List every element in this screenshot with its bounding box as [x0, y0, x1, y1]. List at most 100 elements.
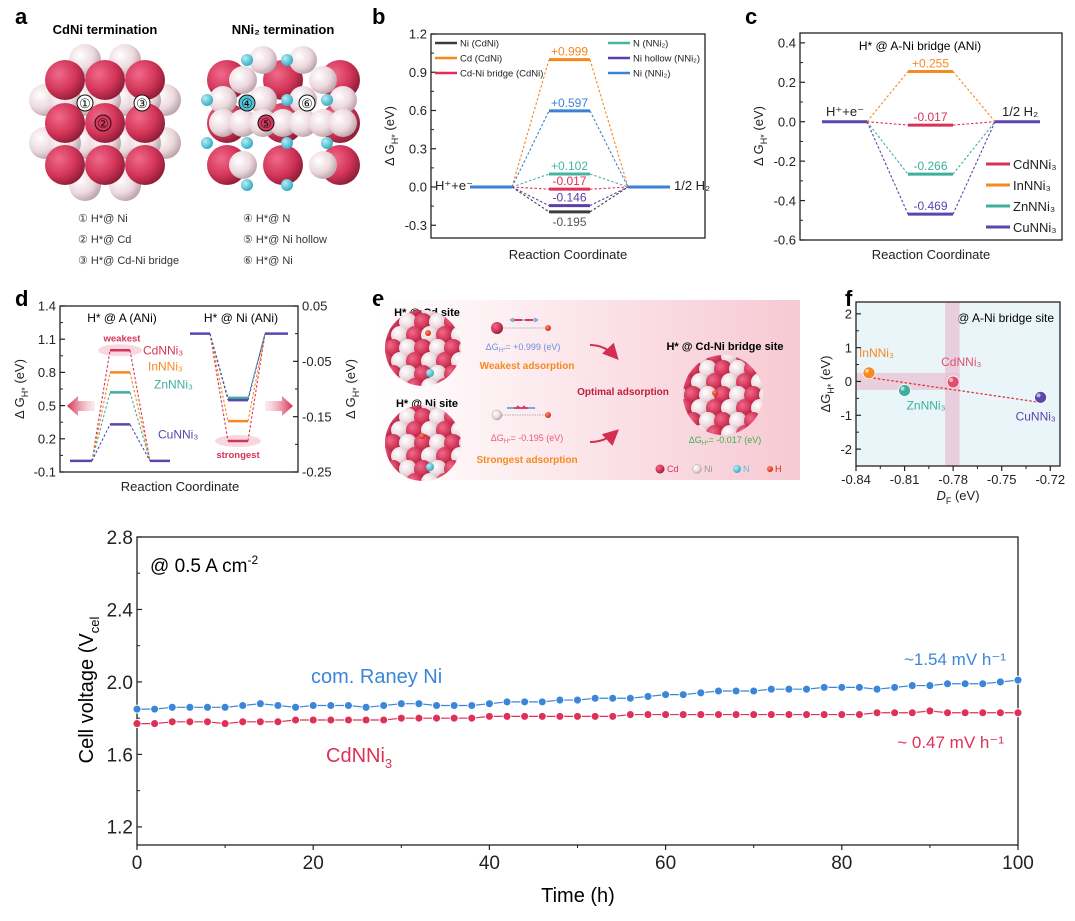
cd-atom — [125, 103, 165, 143]
n-atom — [426, 463, 434, 471]
panel-f-xtick-label: -0.72 — [1035, 472, 1065, 487]
ni-atom — [249, 86, 277, 114]
panel-c-chart: H* @ A-Ni bridge (ANi) Δ GH* (eV) Reacti… — [751, 32, 1063, 262]
panel-d-right-ytick-label: -0.25 — [302, 465, 332, 480]
optimal-adsorption-label: Optimal adsorption — [577, 387, 669, 398]
panel-f-annotation: @ A-Ni bridge site — [957, 311, 1054, 325]
legend-cd-label: Cd — [667, 464, 679, 474]
site-marker-3: ③ — [136, 96, 148, 111]
panel-d-a-connector-cunni — [91, 424, 111, 462]
cd-atom — [125, 60, 165, 100]
panel-f-chart: @ A-Ni bridge site ΔGH* (eV) DF (eV) -2 -… — [818, 301, 1065, 506]
stability-point-com-raney-ni — [255, 699, 265, 709]
panel-b-connector-n-nni — [589, 173, 629, 188]
nni2-lattice-image: ④⑤ ⑥ — [201, 46, 360, 191]
stability-line-com-raney-ni — [137, 679, 1019, 710]
panel-f-ytick-label: 0 — [845, 374, 852, 389]
cd-atom — [85, 145, 125, 185]
panel-f-horizontal-band — [856, 373, 960, 390]
panel-b-connector-cd-ni-bridge-cdni — [511, 186, 550, 190]
panel-b-legend-label-ni-cdni: Ni (CdNi) — [460, 39, 499, 50]
stability-point-com-raney-ni — [326, 701, 336, 710]
ni-atom — [309, 66, 337, 94]
stability-point-com-raney-ni — [890, 682, 900, 692]
stability-point-cdnni — [608, 711, 618, 721]
stability-point-com-raney-ni — [502, 697, 512, 707]
panel-c-connector-cunni — [952, 121, 996, 215]
stability-point-cdnni — [185, 717, 195, 727]
stability-point-com-raney-ni — [696, 688, 706, 698]
panel-d-right-ytick-label: -0.05 — [302, 354, 332, 369]
n-atom — [426, 369, 434, 377]
panel-b-value-label-cd-ni-bridge-cdni: -0.017 — [552, 174, 586, 188]
stability-point-com-raney-ni — [784, 684, 794, 694]
stability-point-cdnni — [590, 711, 600, 721]
panel-f-point-highlight-cunni — [1036, 393, 1041, 398]
stability-point-com-raney-ni — [907, 681, 917, 691]
panel-d-ni-connector-cdnni — [209, 333, 229, 442]
panel-d-series-label-znnni: ZnNNi₃ — [154, 377, 193, 391]
panel-letter-a: a — [15, 4, 28, 29]
panel-c-value-label-znnni: -0.266 — [913, 159, 947, 173]
stability-point-cdnni — [361, 715, 371, 725]
panel-b-value-label-ni-nni: +0.597 — [551, 96, 588, 110]
stability-point-com-raney-ni — [802, 684, 812, 694]
cdni-lattice-image: ①② ③ — [29, 44, 181, 201]
panel-f-point-znnni — [898, 384, 911, 397]
ni-atom — [421, 473, 439, 481]
stability-point-cdnni — [502, 711, 512, 721]
stability-point-cdnni — [643, 710, 653, 720]
panel-f-ytick-label: -2 — [840, 442, 852, 457]
stability-point-com-raney-ni — [573, 695, 582, 705]
panel-b-ytick-label: 1.2 — [409, 27, 427, 42]
cdnni3-rate-label: ~ 0.47 mV h⁻¹ — [897, 733, 1004, 752]
stability-point-com-raney-ni — [766, 684, 776, 694]
panel-b-connector-ni-cdni — [511, 186, 550, 213]
panel-b-xlabel: Reaction Coordinate — [509, 247, 628, 262]
panel-b-legend-label-cd-ni-bridge-cdni: Cd-Ni bridge (CdNi) — [460, 69, 543, 80]
panel-c-ytick-label: -0.4 — [774, 193, 796, 208]
stability-point-com-raney-ni — [943, 679, 952, 689]
site-legend-2: ② H*@ Cd — [78, 234, 131, 246]
panel-f-point-label-cdnni: CdNNi₃ — [941, 355, 981, 369]
stability-point-cdnni — [150, 719, 160, 729]
stability-point-cdnni — [414, 713, 424, 723]
panel-b-start-label: H⁺+e⁻ — [435, 178, 473, 193]
h-atom — [712, 390, 718, 396]
cd-atom — [385, 421, 394, 439]
stability-ytick-label: 1.2 — [107, 818, 133, 839]
panel-d-a-connector-znnni — [91, 392, 111, 462]
cd-atom — [406, 378, 424, 386]
n-atom — [241, 137, 253, 149]
panel-b-legend-label-ni-hollow-nni: Ni hollow (NNi₂) — [633, 54, 700, 65]
stability-point-cdnni — [678, 710, 688, 720]
panel-f-point-highlight-cdnni — [949, 378, 954, 383]
panel-d-ylabel-left: Δ GH* (eV) — [12, 359, 30, 419]
panel-b-ytick-label: 0.9 — [409, 65, 427, 80]
panel-d-ni-connector-cunni — [209, 333, 229, 401]
stability-point-cdnni — [837, 710, 847, 720]
site-legend-3: ③ H*@ Cd-Ni bridge — [78, 255, 179, 267]
panel-b-value-label-cd-cdni: +0.999 — [551, 45, 588, 59]
stability-point-com-raney-ni — [714, 686, 723, 696]
raney-ni-series-label: com. Raney Ni — [311, 666, 442, 688]
site-marker-circle — [298, 94, 316, 112]
stability-point-cdnni — [749, 710, 759, 720]
panel-c-title: H* @ A-Ni bridge (ANi) — [859, 39, 981, 53]
h-atom — [425, 330, 431, 336]
stability-point-com-raney-ni — [361, 702, 371, 712]
stability-point-cdnni — [995, 708, 1005, 718]
weakest-label: weakest — [103, 333, 142, 344]
stability-point-cdnni — [432, 713, 441, 723]
site-legend-4: ④ H*@ N — [243, 213, 290, 225]
stability-point-cdnni — [220, 719, 230, 729]
site-marker-1: ① — [79, 96, 91, 111]
site-marker-4: ④ — [241, 96, 253, 111]
panel-c-legend-label-znnni: ZnNNi₃ — [1013, 199, 1055, 214]
stability-point-com-raney-ni — [1013, 675, 1023, 685]
stability-point-cdnni — [520, 711, 530, 721]
panel-b-value-label-ni-cdni: -0.195 — [552, 215, 586, 229]
ni-atom — [289, 46, 317, 74]
panel-d-a-connector-cunni — [129, 424, 151, 462]
legend-cd-sphere-icon — [655, 464, 665, 474]
